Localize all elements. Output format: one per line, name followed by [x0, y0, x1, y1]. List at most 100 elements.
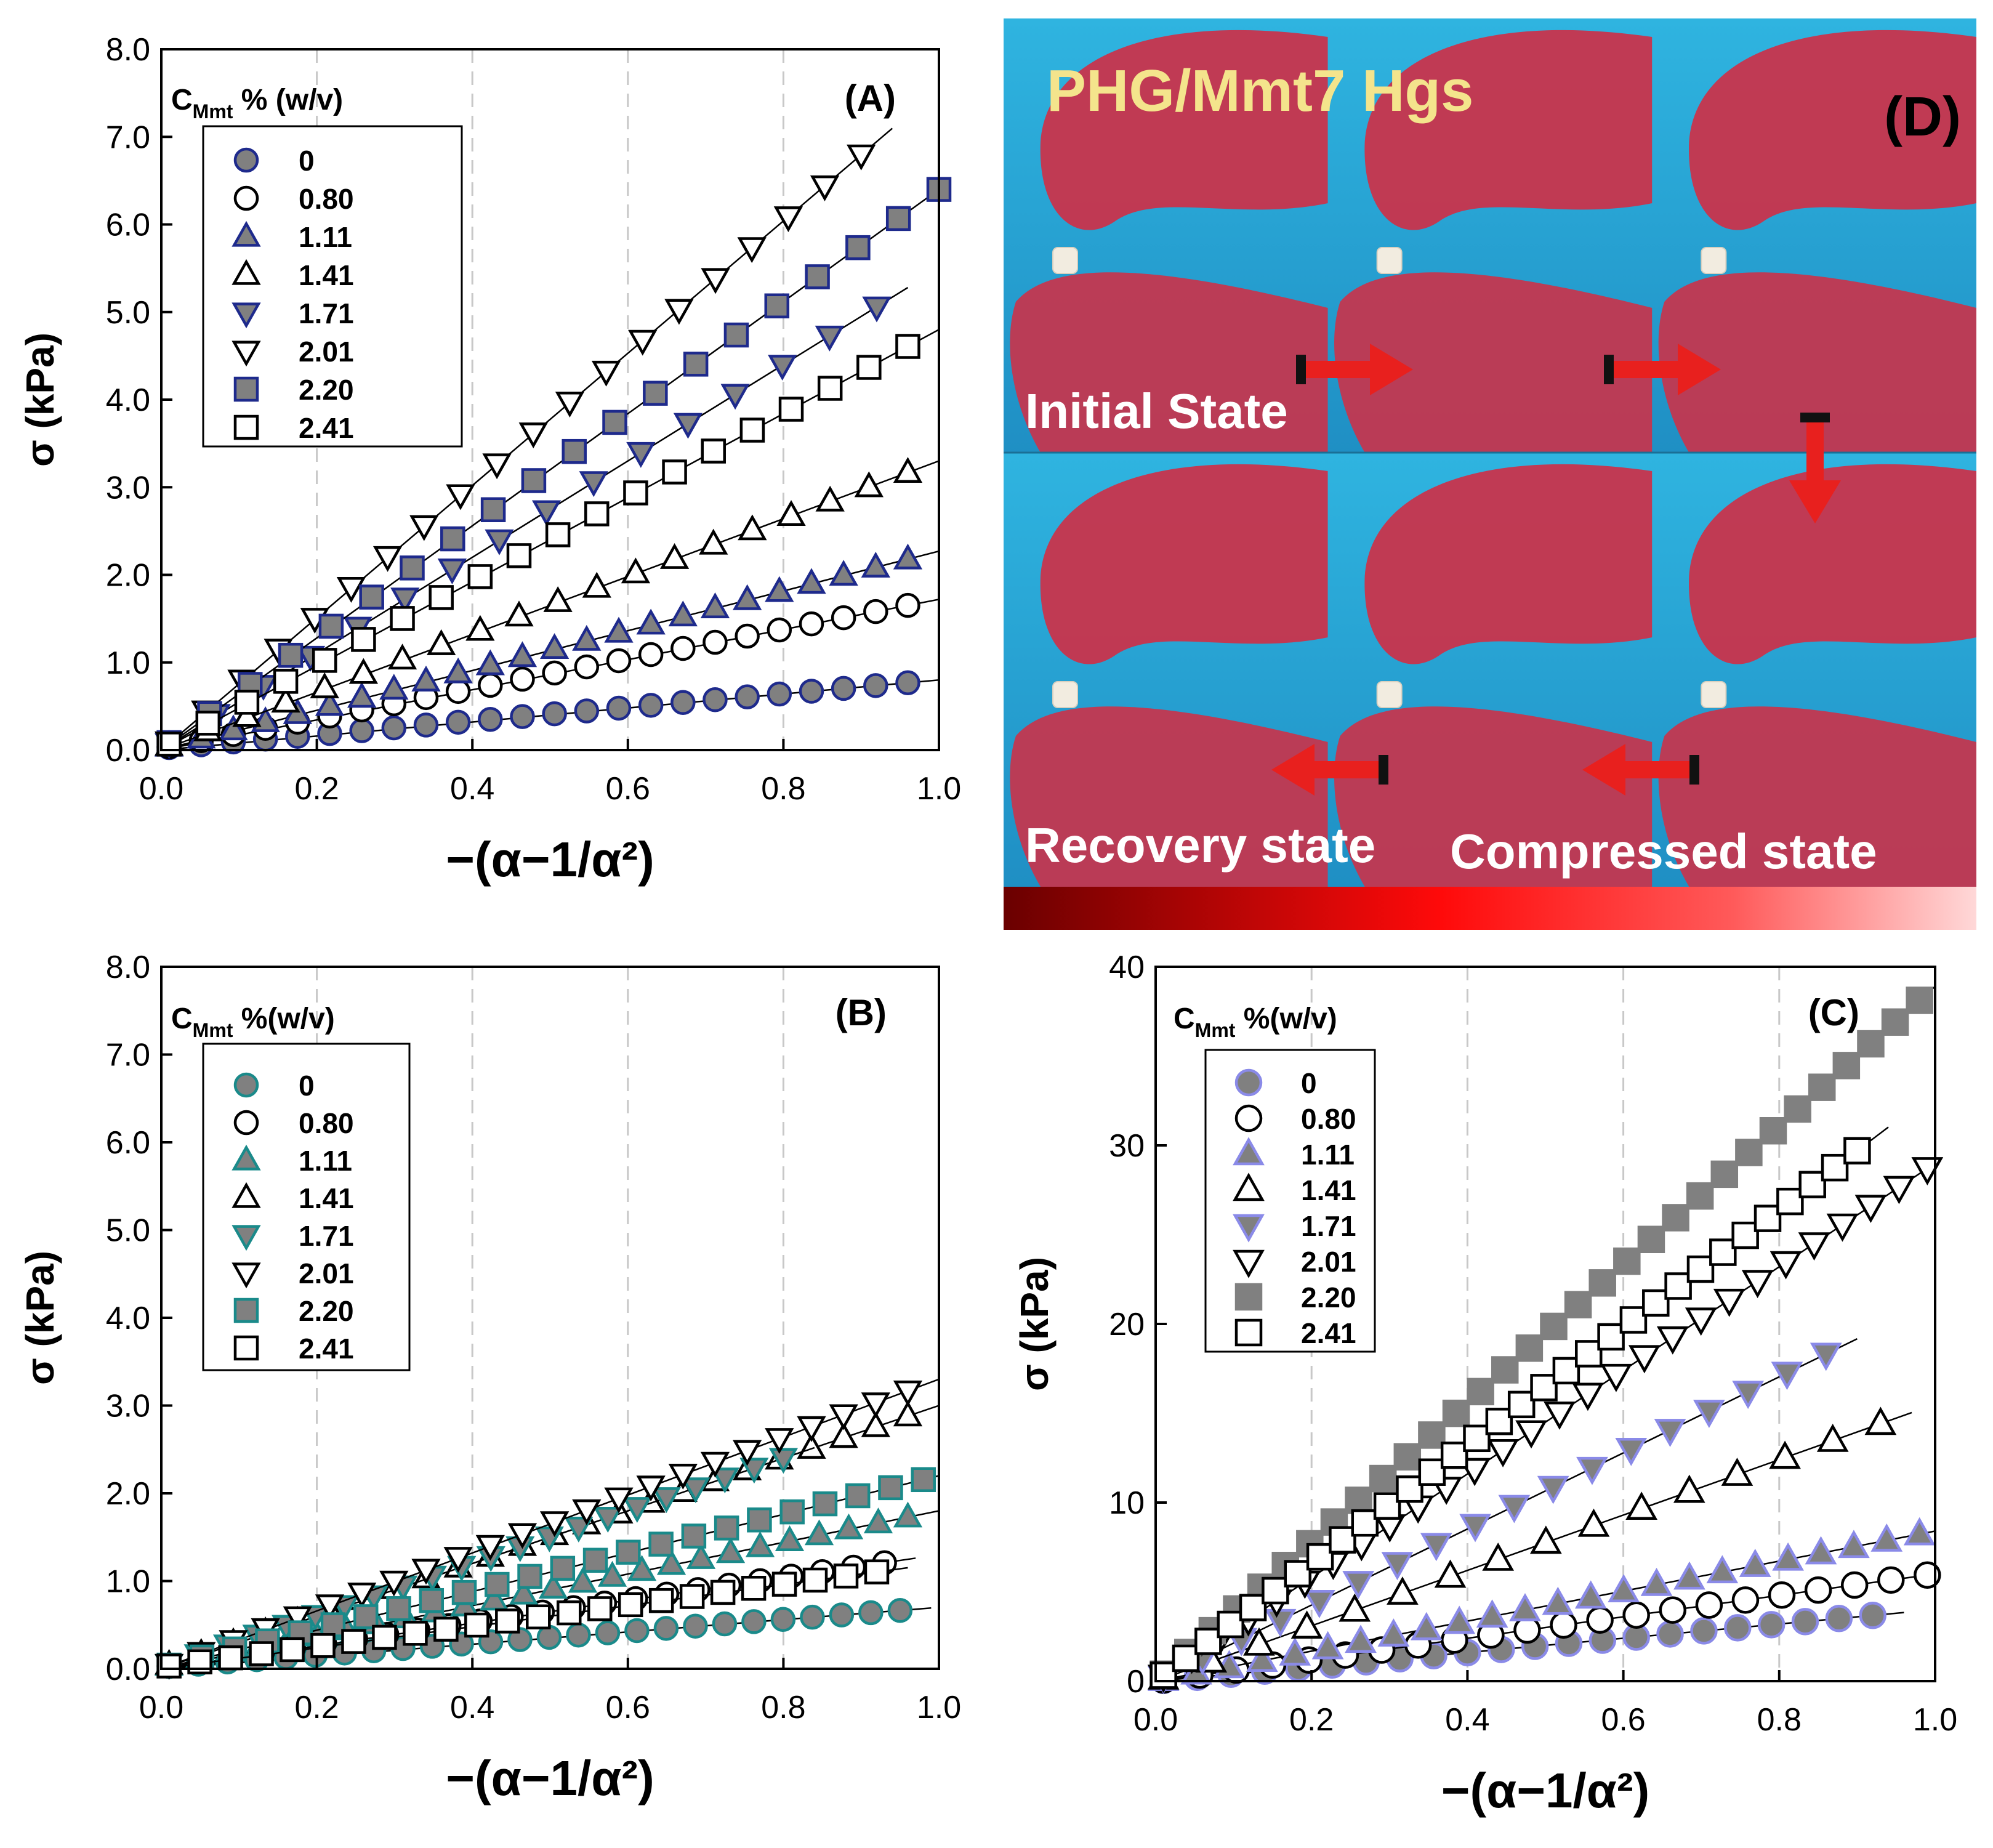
y-tick-label: 0.0	[106, 733, 150, 769]
data-point	[1854, 1195, 1887, 1224]
data-point	[539, 1511, 570, 1538]
data-point	[1673, 1561, 1705, 1590]
data-point	[771, 1572, 797, 1597]
legend-marker	[232, 220, 261, 247]
data-point	[1345, 1487, 1372, 1514]
data-point	[386, 1596, 411, 1621]
data-point	[1550, 1611, 1577, 1639]
data-point	[636, 608, 666, 635]
data-point	[597, 1560, 627, 1587]
data-point	[479, 1584, 509, 1611]
x-axis-label: −(α−1/α²)	[1441, 1763, 1649, 1818]
data-point	[1544, 1401, 1576, 1430]
legend-entry: 1.71	[1301, 1210, 1356, 1242]
upper-finger	[1364, 30, 1653, 230]
data-point	[1387, 1576, 1419, 1605]
data-point	[1706, 1555, 1739, 1584]
data-point	[1443, 1605, 1476, 1634]
data-point	[854, 471, 884, 498]
data-point	[336, 576, 366, 603]
data-point	[1530, 1374, 1558, 1402]
data-point	[863, 673, 888, 698]
x-tick-label: 0.4	[1445, 1702, 1489, 1738]
data-point	[1693, 1400, 1725, 1429]
data-point	[895, 670, 920, 696]
y-tick-label: 30	[1109, 1128, 1145, 1164]
data-point	[1906, 987, 1933, 1014]
data-point	[700, 1451, 730, 1478]
x-axis-label: −(α−1/α²)	[446, 832, 654, 887]
legend-entry: 0	[1301, 1067, 1317, 1099]
data-point	[1864, 1406, 1897, 1435]
data-point	[893, 1400, 923, 1427]
data-point	[1832, 1052, 1861, 1079]
data-point	[390, 606, 415, 631]
data-point	[1753, 1204, 1782, 1232]
photo-tile	[1652, 453, 1976, 887]
data-point	[1735, 1139, 1763, 1166]
y-tick-label: 2.0	[106, 1476, 150, 1512]
x-tick-label: 0.6	[606, 1690, 650, 1725]
data-point	[482, 453, 512, 480]
upper-finger	[1689, 464, 1976, 664]
legend-title: CMmt %(w/v)	[171, 1003, 335, 1041]
x-tick-label: 0.2	[1289, 1702, 1334, 1738]
data-point	[312, 648, 337, 673]
y-tick-label: 4.0	[106, 1301, 150, 1336]
data-point	[668, 1464, 698, 1490]
data-point	[1574, 1580, 1607, 1609]
y-tick-label: 6.0	[106, 1125, 150, 1161]
data-point	[1420, 1533, 1452, 1562]
data-point	[591, 360, 621, 387]
y-tick-label: 4.0	[106, 382, 150, 418]
data-point	[1911, 1157, 1944, 1185]
data-point	[745, 1531, 775, 1557]
data-point	[802, 1567, 828, 1593]
data-point	[1467, 1378, 1494, 1406]
y-tick-label: 8.0	[106, 32, 150, 68]
data-point	[526, 1604, 551, 1629]
data-point	[509, 1578, 539, 1605]
data-point	[318, 613, 344, 639]
data-point	[834, 1513, 864, 1539]
data-point	[517, 1564, 542, 1589]
data-point	[1656, 1620, 1684, 1648]
legend-marker	[232, 1262, 261, 1289]
y-axis-label: σ (kPa)	[18, 333, 62, 467]
data-point	[845, 235, 871, 260]
data-point	[732, 1440, 762, 1466]
legend-entry: 1.71	[299, 297, 354, 329]
data-point	[1838, 1530, 1870, 1559]
data-point	[1515, 1334, 1544, 1362]
data-point	[1507, 1390, 1536, 1419]
data-point	[861, 551, 890, 578]
data-point	[1713, 1288, 1745, 1317]
data-point	[700, 592, 730, 618]
data-point	[732, 584, 762, 610]
data-point	[1805, 1536, 1837, 1565]
data-point	[443, 657, 473, 684]
fit-line	[1155, 1338, 1858, 1682]
data-point	[604, 1487, 634, 1514]
legend-entry: 2.01	[299, 1257, 354, 1289]
data-point	[283, 1606, 312, 1632]
data-point	[829, 560, 858, 586]
x-tick-label: 1.0	[917, 771, 961, 807]
legend-marker	[232, 341, 261, 367]
data-point	[659, 543, 690, 569]
data-point	[779, 1499, 805, 1525]
data-point	[1710, 1160, 1739, 1188]
legend-marker	[233, 1297, 259, 1323]
data-point	[390, 587, 420, 614]
data-point	[829, 1404, 858, 1430]
data-point	[1442, 1399, 1470, 1427]
photo-tile	[1004, 453, 1329, 887]
data-point	[670, 636, 696, 661]
y-tick-label: 8.0	[106, 950, 150, 985]
data-point	[664, 299, 694, 325]
data-point	[543, 586, 573, 612]
photo-title: PHG/Mmt7 Hgs	[1047, 58, 1473, 124]
hydrogel-sample	[1701, 681, 1727, 708]
data-point	[1381, 1552, 1414, 1581]
data-point	[606, 695, 632, 721]
